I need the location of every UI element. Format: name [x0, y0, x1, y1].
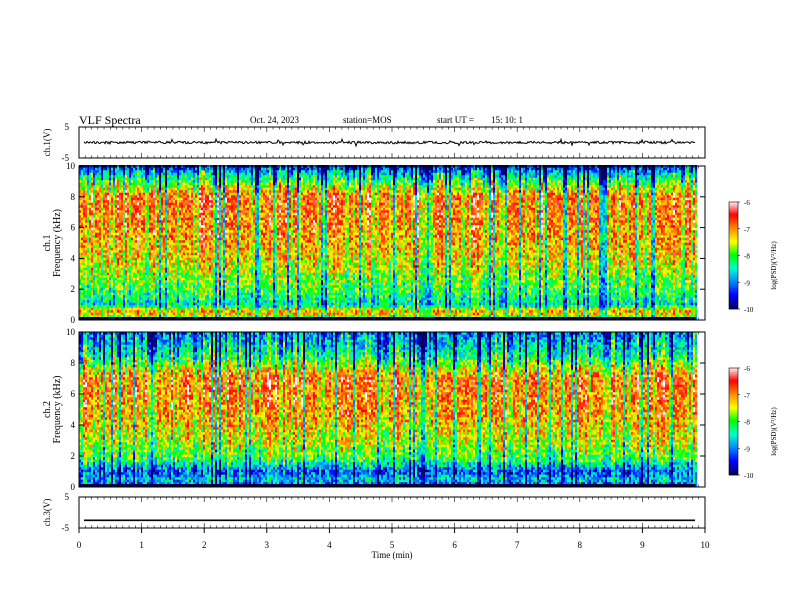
- y-tick-label: 0: [71, 315, 76, 325]
- y-tick-label: 10: [66, 161, 76, 171]
- y-tick-label: 10: [66, 327, 76, 337]
- ylabel-waveform: ch.3(V): [42, 499, 52, 527]
- x-tick-label: 10: [701, 540, 711, 550]
- y-tick-label: 6: [71, 389, 76, 399]
- colorbar-tick-label: -6: [744, 365, 750, 373]
- x-tick-label: 3: [265, 540, 270, 550]
- colorbar-tick-label: -8: [744, 253, 750, 261]
- colorbar-ch2: [729, 368, 738, 475]
- x-tick-label: 0: [77, 540, 82, 550]
- colorbar-label: log(PSD)(V²/Hz): [770, 407, 778, 456]
- colorbar-tick-label: -6: [744, 199, 750, 207]
- colorbar-tick-label: -10: [744, 306, 754, 314]
- ylabel-frequency: Frequency (kHz): [52, 375, 63, 443]
- colorbar-tick-label: -7: [744, 226, 750, 234]
- colorbar-ch1: [729, 202, 738, 309]
- y-tick-label: -5: [62, 523, 70, 533]
- y-tick-label: 5: [65, 492, 70, 502]
- colorbar-tick-label: -8: [744, 419, 750, 427]
- colorbar-tick-label: -9: [744, 445, 750, 453]
- x-tick-label: 6: [452, 540, 457, 550]
- x-tick-label: 2: [202, 540, 207, 550]
- x-tick-label: 5: [390, 540, 395, 550]
- y-tick-label: 0: [71, 482, 76, 492]
- colorbar-tick-label: -10: [744, 472, 754, 480]
- waveform-trace-ch1: [84, 139, 695, 146]
- x-axis-label: Time (min): [372, 550, 413, 560]
- ylabel-waveform: ch.1(V): [42, 129, 52, 157]
- colorbar-tick-label: -9: [744, 279, 750, 287]
- y-tick-label: 8: [71, 358, 76, 368]
- y-tick-label: 4: [71, 253, 76, 263]
- colorbar-label: log(PSD)(V²/Hz): [770, 241, 778, 290]
- y-tick-label: 5: [65, 122, 70, 132]
- x-tick-label: 7: [515, 540, 520, 550]
- y-tick-label: 2: [71, 451, 76, 461]
- y-tick-label: 8: [71, 192, 76, 202]
- colorbar-tick-label: -7: [744, 392, 750, 400]
- y-tick-label: 2: [71, 284, 76, 294]
- y-tick-label: 4: [71, 420, 76, 430]
- x-tick-label: 8: [578, 540, 583, 550]
- x-tick-label: 4: [327, 540, 332, 550]
- spectrogram-cells-ch2: [79, 332, 697, 487]
- ylabel-frequency: Frequency (kHz): [52, 209, 63, 277]
- x-tick-label: 1: [139, 540, 144, 550]
- spectrogram-cells-ch1: [79, 165, 697, 320]
- y-tick-label: 6: [71, 223, 76, 233]
- x-tick-label: 9: [640, 540, 645, 550]
